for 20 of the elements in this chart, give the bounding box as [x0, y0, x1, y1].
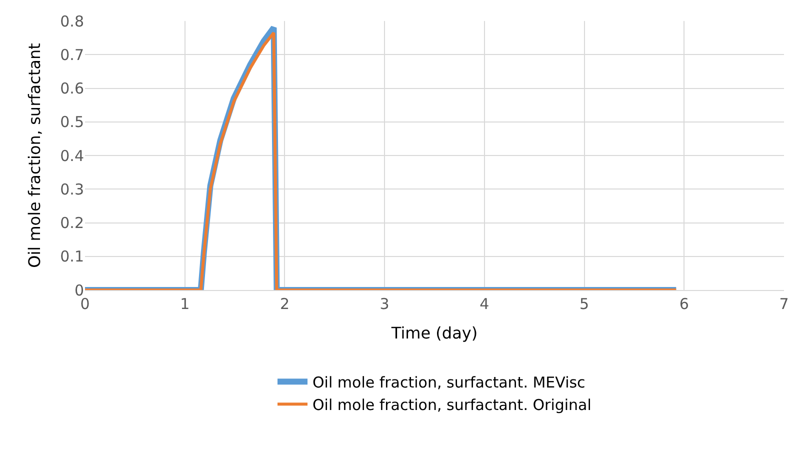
- y-tick-label: 0.3: [60, 180, 84, 198]
- y-tick-label: 0.6: [60, 80, 84, 98]
- x-axis-title: Time (day): [390, 324, 478, 343]
- x-tick-label: 4: [480, 295, 490, 313]
- x-tick-label: 5: [580, 295, 590, 313]
- legend-label: Oil mole fraction, surfactant. Original: [312, 396, 592, 414]
- x-tick-label: 3: [380, 295, 390, 313]
- y-tick-label: 0.2: [60, 214, 84, 232]
- legend-label: Oil mole fraction, surfactant. MEVisc: [312, 373, 586, 392]
- y-tick-label: 0.7: [60, 46, 84, 64]
- y-axis-title: Oil mole fraction, surfactant: [25, 43, 44, 268]
- x-tick-label: 1: [180, 295, 190, 313]
- y-tick-label: 0.5: [60, 113, 84, 132]
- y-tick-label: 0: [74, 281, 84, 300]
- x-tick-label: 2: [280, 295, 290, 313]
- x-tick-label: 6: [679, 295, 689, 313]
- x-tick-label: 7: [779, 295, 789, 313]
- y-tick-label: 0.1: [60, 248, 84, 266]
- y-tick-label: 0.8: [60, 12, 84, 30]
- y-tick-label: 0.4: [60, 146, 84, 165]
